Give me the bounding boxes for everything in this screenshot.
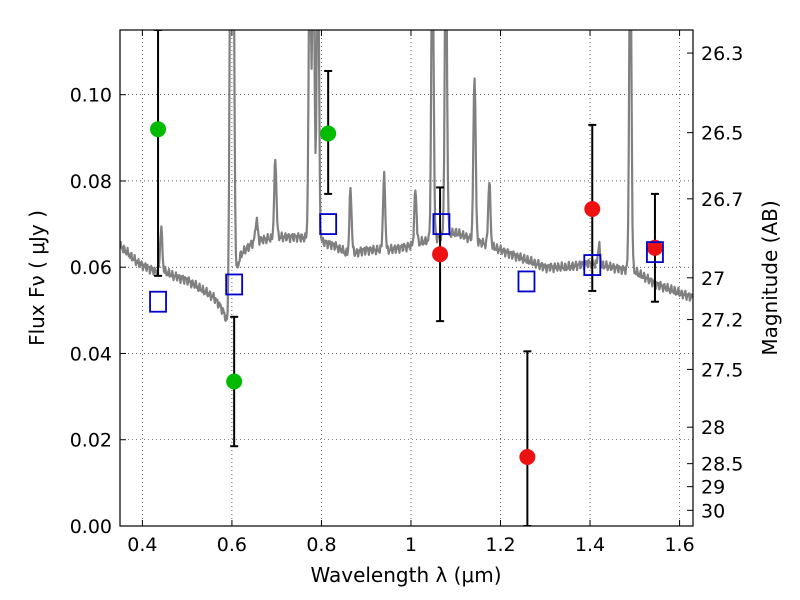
model-point xyxy=(432,213,451,235)
right-tick-label: 29 xyxy=(701,477,725,499)
data-point xyxy=(226,373,243,390)
plot-frame xyxy=(119,29,694,527)
spectrum-line xyxy=(120,30,693,322)
y-tick-label: 0.02 xyxy=(70,430,112,452)
x-tick-label: 1 xyxy=(405,534,417,556)
x-tick-label: 0.6 xyxy=(217,534,247,556)
y-tick-label: 0.04 xyxy=(70,343,112,365)
right-tick-label: 26.5 xyxy=(701,123,743,145)
model-point xyxy=(149,290,167,313)
right-tick-label: 30 xyxy=(701,500,725,522)
y-tick-label: 0.10 xyxy=(70,85,112,107)
marker-layer xyxy=(149,121,664,465)
errorbar-layer xyxy=(154,30,659,526)
x-tick-label: 1.4 xyxy=(575,534,605,556)
data-point xyxy=(320,125,337,142)
right-axis-label: Magnitude (AB) xyxy=(758,200,782,355)
right-tick-label: 28 xyxy=(701,417,725,439)
model-point xyxy=(517,270,536,293)
x-tick-label: 0.4 xyxy=(127,534,157,556)
grid xyxy=(120,30,693,526)
spectrum-layer xyxy=(120,30,693,322)
data-point xyxy=(646,239,663,256)
tick-layer: 0.4 0.6 0.8 1 1.2 1.4 1.6 0.00 0.02 0.04 0.06 0.08 0… xyxy=(70,30,743,556)
x-axis-label: Wavelength λ (μm) xyxy=(310,563,501,587)
y-tick-label: 0.06 xyxy=(70,257,112,279)
x-tick-label: 1.6 xyxy=(664,534,694,556)
right-tick-label: 26.7 xyxy=(701,189,743,211)
right-tick-label: 26.3 xyxy=(701,43,743,65)
model-point xyxy=(646,241,664,264)
x-tick-label: 0.8 xyxy=(306,534,336,556)
x-tick-label: 1.2 xyxy=(485,534,515,556)
data-point xyxy=(584,200,601,217)
y-tick-label: 0.00 xyxy=(70,516,112,538)
right-tick-label: 28.5 xyxy=(701,454,743,476)
right-tick-label: 27 xyxy=(701,268,725,290)
data-point xyxy=(519,448,536,465)
data-point xyxy=(432,246,449,263)
model-point xyxy=(225,273,244,296)
model-point xyxy=(319,213,338,235)
right-tick-label: 27.2 xyxy=(701,310,743,332)
model-point xyxy=(583,254,602,276)
y-axis-label: Flux Fν ( μJy ) xyxy=(25,210,49,346)
right-tick-label: 27.5 xyxy=(701,359,743,381)
data-point xyxy=(150,121,167,138)
y-tick-label: 0.08 xyxy=(70,171,112,193)
